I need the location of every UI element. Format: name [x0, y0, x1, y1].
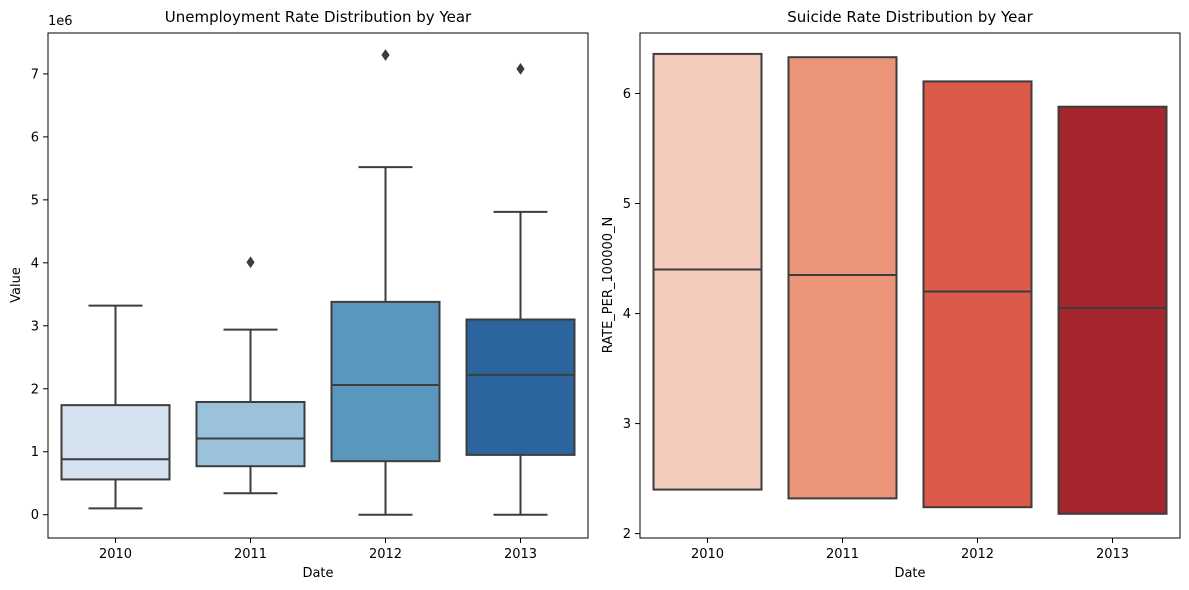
- box-2012: [922, 80, 1033, 509]
- y-tick-label: 4: [623, 307, 631, 322]
- box-2012: [330, 300, 441, 463]
- box-2013: [1057, 105, 1168, 515]
- unemployment-chart: Unemployment Rate Distribution by Year 1…: [9, 8, 589, 581]
- y-tick-label: 1: [31, 445, 39, 460]
- box-2010: [652, 52, 763, 491]
- axis-ticks: 2010 2011 2012 2013 2 3 4 5 6: [623, 87, 1129, 562]
- y-axis-label: Value: [9, 267, 24, 303]
- box-2011: [195, 400, 306, 468]
- chart-title: Suicide Rate Distribution by Year: [787, 8, 1033, 26]
- y-tick-label: 3: [31, 319, 39, 334]
- x-tick-label: 2012: [369, 547, 402, 562]
- y-tick-label: 4: [31, 256, 39, 271]
- x-tick-label: 2011: [826, 547, 859, 562]
- y-tick-label: 6: [31, 130, 39, 145]
- x-axis-label: Date: [302, 566, 333, 581]
- plot-frame: [639, 32, 1181, 539]
- y-tick-label: 0: [31, 508, 39, 523]
- chart-title: Unemployment Rate Distribution by Year: [165, 8, 472, 26]
- box-2013: [465, 318, 576, 456]
- outlier-point: [246, 256, 255, 269]
- suicide-rate-chart: Suicide Rate Distribution by Year Date R…: [601, 8, 1181, 581]
- y-tick-label: 3: [623, 417, 631, 432]
- y-axis-offset-label: 1e6: [48, 14, 73, 29]
- x-tick-label: 2010: [99, 547, 132, 562]
- y-tick-label: 2: [31, 382, 39, 397]
- y-tick-label: 5: [623, 197, 631, 212]
- outlier-point: [516, 63, 525, 75]
- x-tick-label: 2012: [961, 547, 994, 562]
- outlier-point: [381, 49, 390, 61]
- x-tick-label: 2011: [234, 547, 267, 562]
- box-2010: [60, 404, 171, 481]
- plot-frame: [47, 32, 589, 539]
- x-axis-label: Date: [894, 566, 925, 581]
- axis-ticks: 2010 2011 2012 2013 0 1 2 3 4 5 6 7: [31, 67, 537, 562]
- plot-marks: [60, 49, 576, 516]
- x-tick-label: 2010: [691, 547, 724, 562]
- box-2011: [787, 56, 898, 500]
- y-tick-label: 6: [623, 87, 631, 102]
- x-tick-label: 2013: [1096, 547, 1129, 562]
- y-axis-label: RATE_PER_100000_N: [601, 217, 616, 353]
- plot-marks: [652, 52, 1168, 515]
- y-tick-label: 5: [31, 193, 39, 208]
- y-tick-label: 7: [31, 67, 39, 82]
- y-tick-label: 2: [623, 527, 631, 542]
- x-tick-label: 2013: [504, 547, 537, 562]
